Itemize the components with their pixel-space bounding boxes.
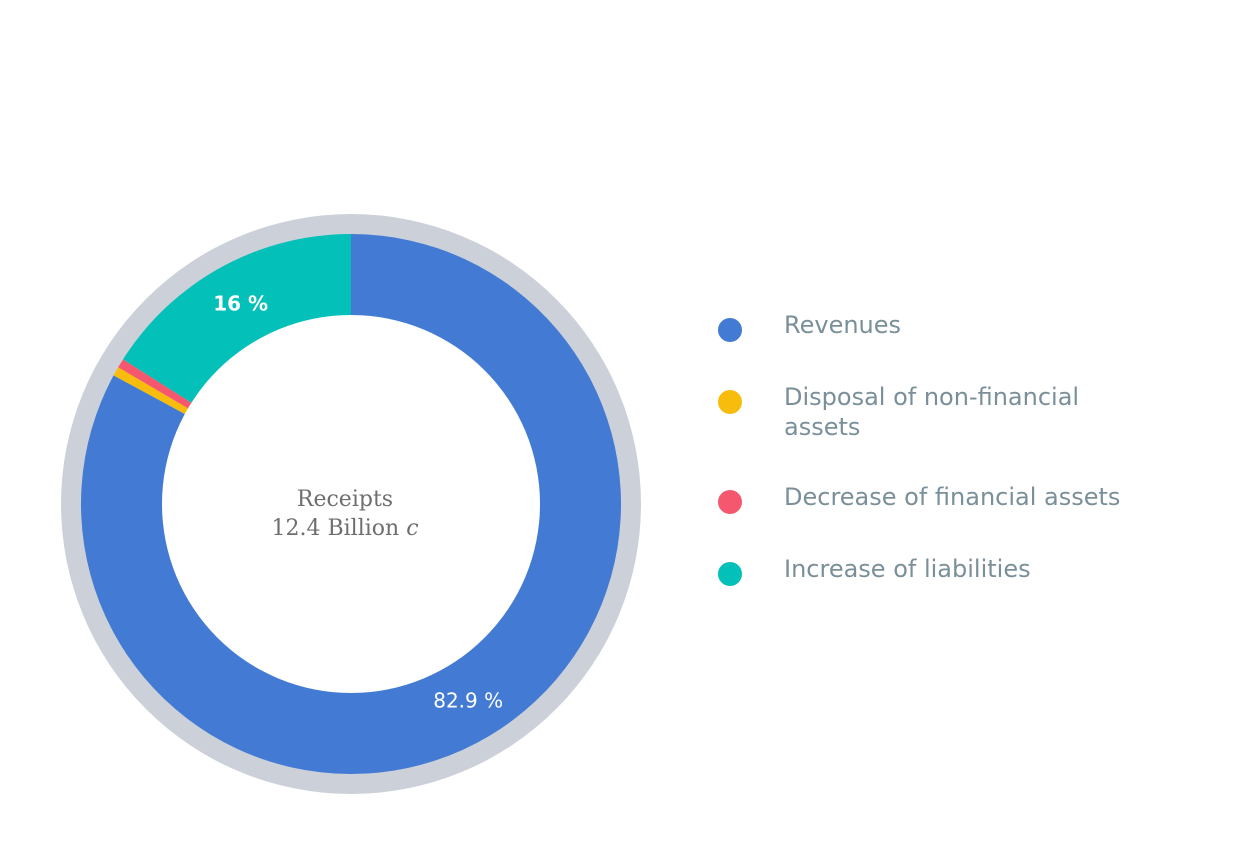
center-value-unit: c: [406, 516, 418, 541]
legend: Revenues Disposal of non-financial asset…: [718, 310, 1218, 626]
slice-label: 16 %: [213, 291, 268, 315]
legend-dot: [718, 390, 742, 414]
legend-item-revenues[interactable]: Revenues: [718, 310, 1218, 342]
legend-label: Disposal of non-financial assets: [784, 383, 1080, 441]
legend-label: Increase of liabilities: [784, 555, 1031, 583]
legend-item-disposal[interactable]: Disposal of non-financial assets: [718, 382, 1218, 442]
slice-label: 82.9 %: [433, 689, 503, 713]
legend-label: Revenues: [784, 311, 902, 339]
center-value-number: 12.4 Billion: [271, 516, 399, 541]
legend-dot: [718, 562, 742, 586]
center-value: 12.4 Billion c: [271, 516, 418, 541]
legend-dot: [718, 490, 742, 514]
center-title: Receipts: [297, 487, 393, 512]
legend-item-increase[interactable]: Increase of liabilities: [718, 554, 1218, 586]
legend-dot: [718, 318, 742, 342]
donut-hole: [162, 315, 540, 693]
legend-item-decrease[interactable]: Decrease of financial assets: [718, 482, 1218, 514]
legend-label: Decrease of financial assets: [784, 483, 1121, 511]
slice-labels-group: 82.9 % 16 %: [213, 291, 503, 712]
